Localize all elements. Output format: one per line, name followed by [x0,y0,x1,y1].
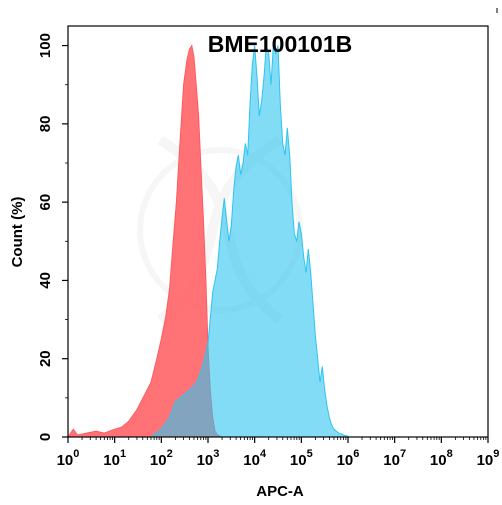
chart-title: BME100101B [208,31,352,57]
x-tick-label: 108 [430,448,453,469]
plot-frame [67,25,489,438]
x-tick-label: 100 [57,448,80,469]
y-tick-label: 20 [37,350,54,367]
series-2-area [149,45,349,438]
y-tick-label: 0 [37,433,54,441]
x-tick-label: 106 [337,448,360,469]
x-tick-label: 102 [150,448,173,469]
x-tick-label: 107 [383,448,406,469]
y-tick-label: 100 [37,33,54,58]
series-layer [67,44,349,438]
x-tick-label: 101 [103,448,126,469]
ticks: 100 101 102 103 104 105 106 107 108 109 0 20 40 60 80 1… [37,33,499,469]
y-tick-label: 80 [37,116,54,133]
x-tick-label: 104 [243,448,267,469]
x-axis-title: APC-A [256,483,304,500]
x-tick-label: 105 [290,448,313,469]
x-tick-label: 103 [197,448,220,469]
y-tick-label: 60 [37,194,54,211]
y-axis-title: Count (%) [9,197,26,268]
x-tick-label: 109 [477,448,500,469]
axes [67,25,489,438]
y-tick-label: 40 [37,272,54,289]
